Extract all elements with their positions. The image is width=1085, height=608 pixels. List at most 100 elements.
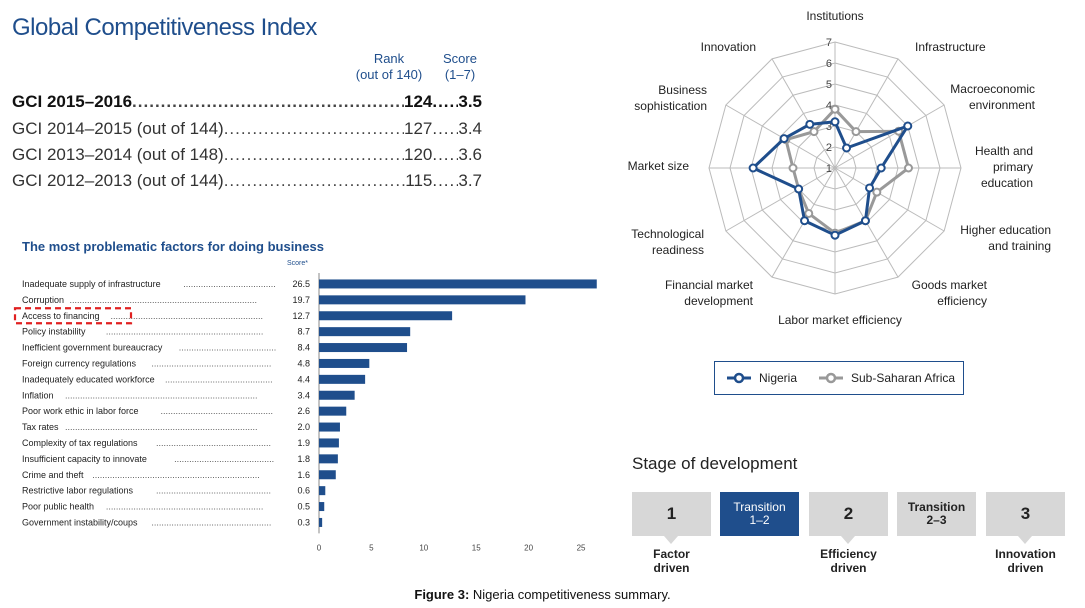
radar-tick-label: 6 — [826, 58, 832, 70]
dot-leader: ........................................… — [156, 486, 271, 496]
dot-leader: ........................................… — [110, 311, 263, 321]
stage-label-text: driven — [653, 561, 690, 575]
factors-bar-chart: Inadequate supply of infrastructure.....… — [13, 273, 597, 552]
dot-leader: ........................................… — [65, 390, 258, 400]
x-tick-label: 20 — [524, 543, 533, 552]
radar-point — [805, 119, 815, 129]
bar-value-label: 8.4 — [297, 343, 310, 353]
bar — [319, 295, 526, 305]
stage-box-text: Transition — [907, 500, 966, 514]
gci-row: GCI 2014–2015 (out of 144)..............… — [12, 119, 482, 139]
stage-pointers — [664, 536, 1032, 544]
radar-axis-label: Business sophistication — [634, 83, 707, 113]
stage-label-text: driven — [830, 561, 867, 575]
stage-box-text: 1 — [666, 504, 677, 523]
stage-box: Transition 1–2 — [720, 492, 799, 536]
x-tick-label: 15 — [472, 543, 481, 552]
stage-label-text: Efficiency — [820, 547, 877, 561]
x-tick-label: 25 — [577, 543, 586, 552]
radar-point — [851, 127, 861, 137]
radar-point — [804, 208, 814, 218]
radar-axis-label: Higher education and training — [960, 223, 1051, 253]
radar-point — [748, 163, 758, 173]
radar-chart: 1 2 3 4 5 6 7 Institutions Infrastructure Macroec… — [628, 9, 1051, 327]
rank-header: Rank (out of 140) — [348, 51, 430, 83]
bar-category-label: Inefficient government bureaucracy — [22, 343, 163, 353]
bar-category-label: Policy instability — [22, 327, 86, 337]
score-header-sub: (1–7) — [444, 67, 476, 82]
radar-point — [865, 183, 875, 193]
bar — [319, 422, 340, 432]
bar-value-label: 2.6 — [297, 406, 310, 416]
figure-caption: Figure 3: Nigeria competitiveness summar… — [0, 587, 1085, 602]
score-header: Score (1–7) — [436, 51, 484, 83]
highlight-box — [13, 307, 133, 325]
dot-leader: ........... — [432, 171, 459, 190]
rank-header-sub: (out of 140) — [355, 67, 423, 82]
radar-point — [809, 127, 819, 137]
bar-category-label: Complexity of tax regulations — [22, 438, 138, 448]
radar-axis-label: Institutions — [806, 9, 863, 23]
bar-category-label: Corruption — [22, 295, 64, 305]
dot-leader: ........................................… — [151, 358, 271, 368]
radar-tick-label: 2 — [826, 142, 832, 154]
bar-category-label: Poor public health — [22, 502, 94, 512]
radar-axis-label: Labor market efficiency — [778, 313, 902, 327]
radar-axis-label: Market size — [628, 159, 690, 173]
bar-value-label: 3.4 — [297, 390, 310, 400]
radar-spoke — [771, 58, 836, 169]
caption-text: Nigeria competitiveness summary. — [469, 587, 671, 602]
radar-point — [860, 216, 870, 226]
radar-axis-label: Macroeconomic environment — [950, 82, 1035, 112]
gci-row-label: GCI 2012–2013 (out of 144) — [12, 171, 224, 190]
gci-row-rank: 115 — [405, 171, 433, 190]
radar-axis-label: Health and primary education — [975, 144, 1033, 190]
radar-point — [830, 230, 840, 240]
bar-value-label: 4.4 — [297, 374, 310, 384]
gci-row-rank: 127 — [403, 119, 433, 138]
radar-tick-label: 3 — [826, 121, 832, 133]
stage-box-text: 1–2 — [749, 513, 770, 527]
legend-ssa-label: Sub-Saharan Africa — [851, 371, 955, 385]
dot-leader: ........................................… — [165, 374, 273, 384]
radar-point — [794, 184, 804, 194]
stage-box-text: Transition — [733, 500, 786, 514]
dot-leader: ........................................… — [223, 145, 404, 164]
stage-label: Innovation driven — [980, 547, 1071, 575]
stage-label-text: Innovation — [995, 547, 1056, 561]
bar-category-label: Government instability/coups — [22, 517, 138, 527]
bar — [319, 311, 453, 321]
x-tick-label: 10 — [419, 543, 428, 552]
dot-leader: ........................................… — [65, 422, 258, 432]
dot-leader: ........................................… — [161, 406, 274, 416]
bar-value-label: 2.0 — [297, 422, 310, 432]
gci-row-score: 3.6 — [458, 145, 482, 164]
bar-category-label: Poor work ethic in labor force — [22, 406, 139, 416]
gci-row-label: GCI 2013–2014 (out of 148) — [12, 145, 224, 164]
dot-leader: ........................................… — [106, 502, 264, 512]
legend-ssa-marker — [825, 372, 837, 384]
gci-row-label: GCI 2015–2016 — [12, 92, 133, 111]
radar-point — [903, 121, 913, 131]
gci-row: GCI 2013–2014 (out of 148)..............… — [12, 145, 482, 165]
radar-spoke — [725, 167, 836, 232]
bar — [319, 390, 355, 400]
bar-value-label: 1.8 — [297, 454, 310, 464]
dot-leader: ........... — [432, 145, 459, 164]
bar — [319, 502, 325, 512]
rank-header-label: Rank — [373, 51, 405, 66]
bar-category-label: Inadequately educated workforce — [22, 374, 155, 384]
dot-leader: ........... — [432, 92, 459, 111]
radar-point — [904, 163, 913, 173]
bar-value-label: 8.7 — [297, 327, 310, 337]
radar-axis-label: Financial market development — [665, 278, 754, 308]
bar — [319, 486, 326, 496]
score-header-label: Score — [443, 51, 477, 66]
bar-category-label: Inadequate supply of infrastructure — [22, 279, 161, 289]
bar — [319, 343, 408, 353]
stage-box-text: 2–3 — [926, 513, 947, 527]
dot-leader: ........................................… — [151, 517, 271, 527]
radar-series-line — [751, 120, 910, 237]
legend-nigeria-marker — [733, 372, 745, 384]
radar-axis-label: Infrastructure — [915, 40, 986, 54]
